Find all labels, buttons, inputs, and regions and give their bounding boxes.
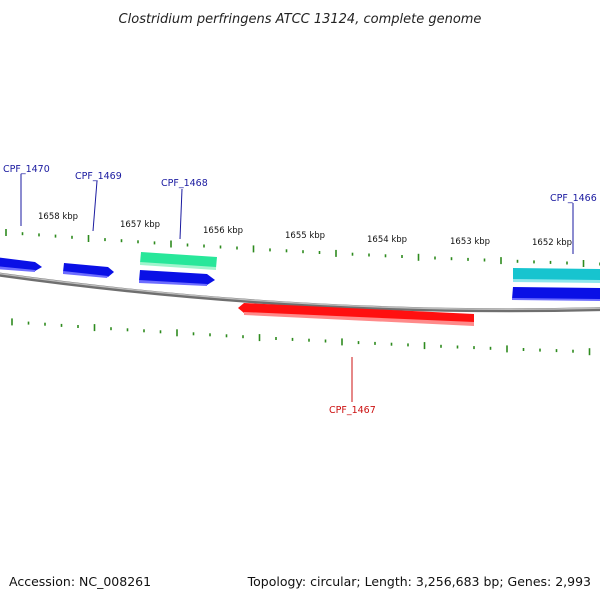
map-title: Clostridium perfringens ATCC 13124, comp… — [119, 12, 482, 27]
kbp-label-group: 1658 kbp 1657 kbp 1656 kbp 1655 kbp 1654… — [38, 212, 572, 248]
kbp-label-1653: 1653 kbp — [450, 237, 490, 247]
inner-tick-track — [11, 318, 591, 356]
outer-tick-track — [5, 229, 600, 267]
kbp-label-1658: 1658 kbp — [38, 212, 78, 222]
gene-cpf-1466-arrow[interactable] — [512, 287, 600, 301]
accession-text: Accession: NC_008261 — [9, 574, 151, 589]
gene-cpf-1470-arrow[interactable] — [0, 257, 42, 272]
gene-cpf-1469-arrow[interactable] — [63, 263, 114, 278]
kbp-label-1655: 1655 kbp — [285, 231, 325, 241]
kbp-label-1652: 1652 kbp — [532, 238, 572, 248]
gene-label-cpf-1466[interactable]: CPF_1466 — [550, 193, 597, 204]
cpf-1468-leader-line — [179, 188, 183, 240]
gene-cpf-1467-arrow[interactable] — [238, 303, 474, 326]
gene-label-cpf-1469[interactable]: CPF_1469 — [75, 171, 122, 182]
genome-backbone-highlight — [0, 272, 600, 310]
genome-backbone — [0, 272, 600, 313]
kbp-label-1657: 1657 kbp — [120, 220, 160, 230]
gene-cpf-1466-cds[interactable] — [513, 268, 600, 283]
kbp-label-1656: 1656 kbp — [203, 226, 243, 236]
gene-label-cpf-1470[interactable]: CPF_1470 — [3, 164, 50, 175]
gene-cpf-1468-arrow[interactable] — [139, 270, 215, 286]
kbp-label-1654: 1654 kbp — [367, 235, 407, 245]
genome-stats-text: Topology: circular; Length: 3,256,683 bp… — [247, 574, 591, 589]
gene-label-cpf-1468[interactable]: CPF_1468 — [161, 178, 208, 189]
cpf-1469-leader-line — [92, 180, 98, 232]
gene-label-cpf-1467[interactable]: CPF_1467 — [329, 405, 376, 416]
gene-cpf-1468-cds[interactable] — [140, 252, 217, 270]
